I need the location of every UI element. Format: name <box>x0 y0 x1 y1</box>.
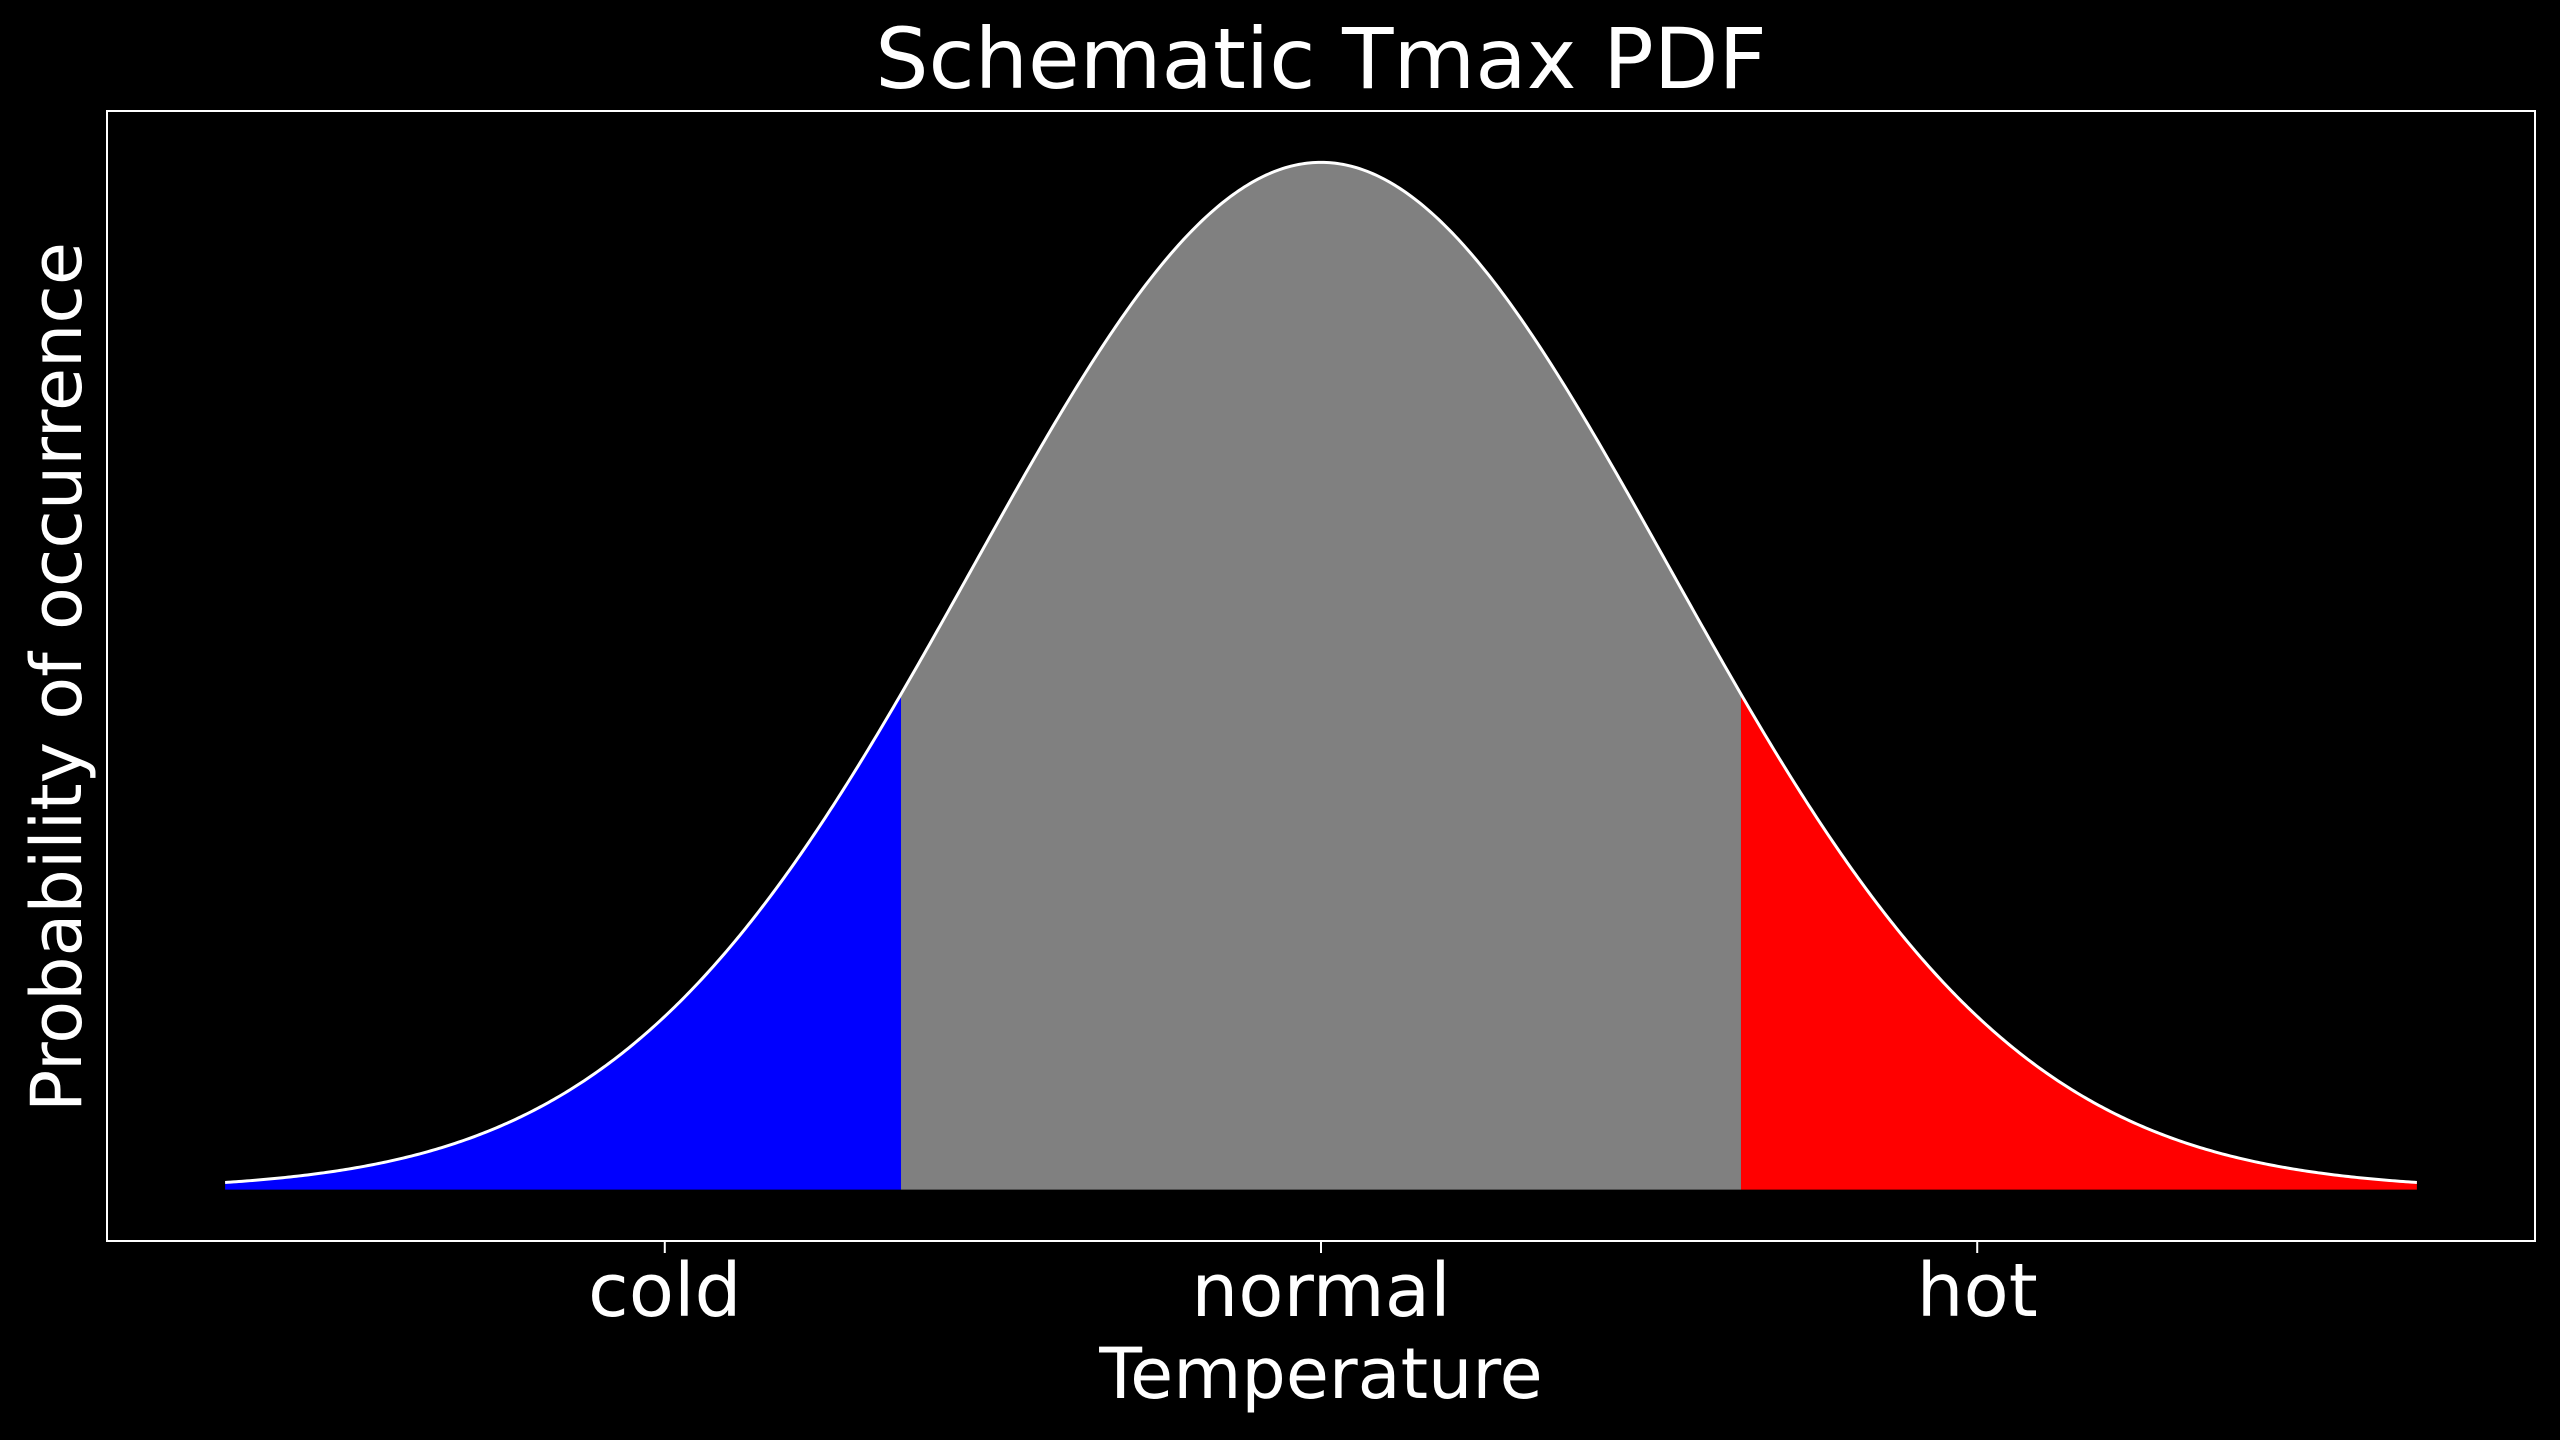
x-tick-label-cold: cold <box>588 1248 742 1334</box>
x-tick-label-hot: hot <box>1917 1248 2038 1334</box>
region-normal <box>901 162 1741 1190</box>
x-tick-label-normal: normal <box>1191 1248 1450 1334</box>
x-axis-label: Temperature <box>1098 1333 1542 1415</box>
region-cold <box>225 694 902 1190</box>
region-fills <box>225 162 2417 1190</box>
y-axis-label: Probability of occurrence <box>16 242 98 1112</box>
pdf-curve <box>225 160 2417 1184</box>
x-axis-ticks: cold normal hot <box>588 1241 2038 1334</box>
chart-title: Schematic Tmax PDF <box>875 10 1767 108</box>
region-hot <box>1740 694 2417 1190</box>
